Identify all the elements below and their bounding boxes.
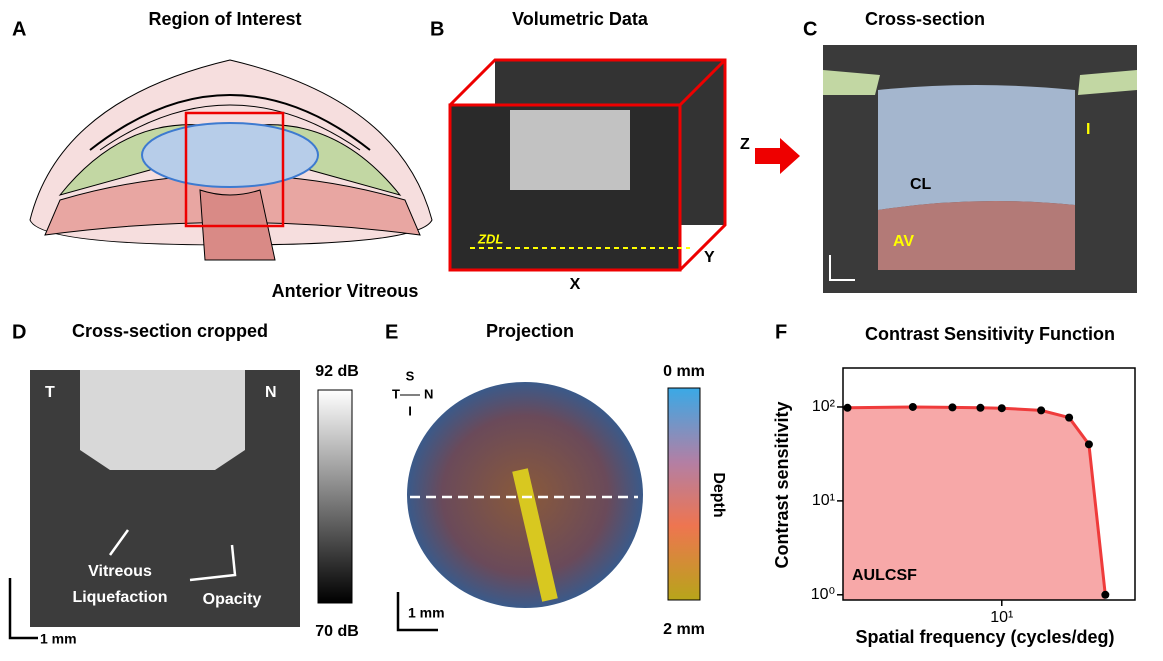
point — [1037, 406, 1045, 414]
colorbar — [668, 388, 700, 600]
region-label: CL — [910, 176, 932, 193]
x-axis-label: Spatial frequency (cycles/deg) — [855, 627, 1114, 647]
colorbar — [318, 390, 352, 603]
y-tick-label: 10² — [812, 398, 836, 415]
region-label: Anterior Vitreous — [272, 281, 419, 301]
chart-title: Contrast Sensitivity Function — [865, 324, 1115, 344]
y-tick-label: 10⁰ — [811, 586, 835, 603]
annotation: Liquefaction — [72, 589, 167, 606]
axis-label: Y — [704, 249, 715, 266]
annotation: Vitreous — [88, 563, 152, 580]
panel-title: Cross-section — [865, 9, 985, 29]
panel-f: F Contrast Sensitivity Function Contrast… — [772, 321, 1135, 646]
side-label: N — [265, 384, 277, 401]
annotation: AULCSF — [852, 567, 917, 584]
panel-d: D Cross-section cropped T N Vitreous Liq… — [10, 321, 359, 647]
colorbar-label: 2 mm — [663, 621, 705, 638]
point — [1101, 591, 1109, 599]
point — [1065, 414, 1073, 422]
compass: N — [424, 386, 433, 401]
compass: T — [392, 386, 400, 401]
scale-label: 1 mm — [408, 605, 445, 621]
x-tick-label: 10¹ — [990, 609, 1013, 626]
panel-letter: C — [803, 18, 817, 40]
region-label: AV — [893, 233, 914, 250]
axis-label: X — [570, 276, 581, 293]
zdl-label: ZDL — [477, 231, 503, 246]
colorbar-label: 70 dB — [315, 623, 359, 640]
panel-title: Cross-section cropped — [72, 321, 268, 341]
panel-b: B Volumetric Data ZDL Z Y X — [430, 9, 800, 293]
panel-a: A Region of Interest Anterior Vitreous — [12, 9, 432, 301]
panel-e: E Projection S T N I 0 mm 2 mm Depth 1 m… — [385, 321, 727, 638]
panel-title: Projection — [486, 321, 574, 341]
compass: I — [408, 403, 412, 418]
annotation: Opacity — [203, 591, 262, 608]
panel-title: Region of Interest — [148, 9, 301, 29]
lens-slice — [510, 110, 630, 190]
side-label: T — [45, 384, 55, 401]
axis-label: Z — [740, 136, 750, 153]
colorbar-label: 92 dB — [315, 363, 359, 380]
scale-label: 1 mm — [40, 631, 77, 647]
point — [948, 403, 956, 411]
panel-letter: A — [12, 18, 26, 40]
point — [976, 404, 984, 412]
figure: A Region of Interest Anterior Vitreous B… — [0, 0, 1163, 656]
colorbar-label: 0 mm — [663, 363, 705, 380]
lens-image — [80, 370, 245, 470]
point — [998, 404, 1006, 412]
lens-region — [878, 85, 1075, 210]
point — [909, 403, 917, 411]
y-axis-label: Contrast sensitivity — [772, 401, 792, 568]
colorbar-title: Depth — [710, 472, 727, 517]
arrow — [755, 138, 800, 174]
panel-c: C Cross-section CL AV I — [803, 9, 1137, 293]
compass: S — [406, 368, 415, 383]
panel-title: Volumetric Data — [512, 9, 649, 29]
point — [843, 404, 851, 412]
point — [1085, 440, 1093, 448]
panel-letter: D — [12, 321, 26, 343]
panel-letter: F — [775, 321, 787, 343]
region-label: I — [1086, 121, 1090, 138]
lens — [142, 123, 318, 187]
panel-letter: B — [430, 18, 444, 40]
panel-letter: E — [385, 321, 398, 343]
y-tick-label: 10¹ — [812, 492, 835, 509]
